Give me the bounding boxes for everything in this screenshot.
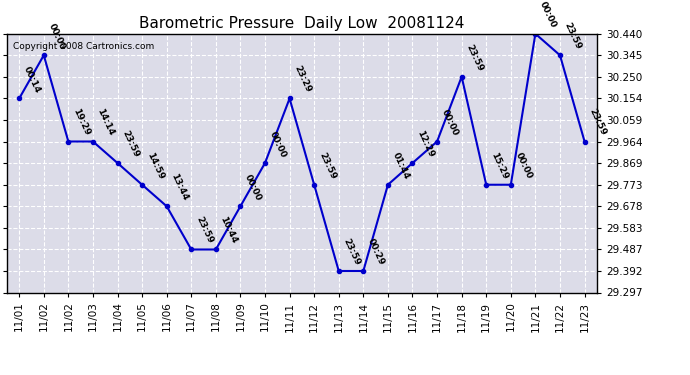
Text: 00:14: 00:14	[22, 65, 42, 94]
Text: 00:00: 00:00	[440, 108, 460, 137]
Text: 23:29: 23:29	[293, 64, 313, 94]
Text: 23:59: 23:59	[317, 151, 337, 181]
Text: 00:00: 00:00	[538, 0, 558, 30]
Text: 00:29: 00:29	[366, 237, 386, 267]
Text: 14:59: 14:59	[145, 151, 165, 181]
Text: Copyright 2008 Cartronics.com: Copyright 2008 Cartronics.com	[13, 42, 154, 51]
Text: 23:59: 23:59	[464, 43, 485, 73]
Text: 00:00: 00:00	[46, 22, 67, 51]
Text: 12:29: 12:29	[415, 129, 435, 159]
Text: 23:59: 23:59	[563, 21, 583, 51]
Text: 00:00: 00:00	[513, 151, 533, 181]
Text: 15:29: 15:29	[489, 151, 509, 181]
Text: 23:59: 23:59	[120, 129, 141, 159]
Text: 13:44: 13:44	[170, 172, 190, 202]
Text: 00:00: 00:00	[268, 129, 288, 159]
Text: 19:29: 19:29	[71, 107, 92, 137]
Title: Barometric Pressure  Daily Low  20081124: Barometric Pressure Daily Low 20081124	[139, 16, 464, 31]
Text: 23:59: 23:59	[194, 216, 215, 245]
Text: 14:14: 14:14	[96, 107, 116, 137]
Text: 01:44: 01:44	[391, 151, 411, 181]
Text: 10:44: 10:44	[219, 216, 239, 245]
Text: 23:59: 23:59	[342, 237, 362, 267]
Text: 00:00: 00:00	[243, 173, 264, 202]
Text: 23:59: 23:59	[587, 108, 608, 137]
